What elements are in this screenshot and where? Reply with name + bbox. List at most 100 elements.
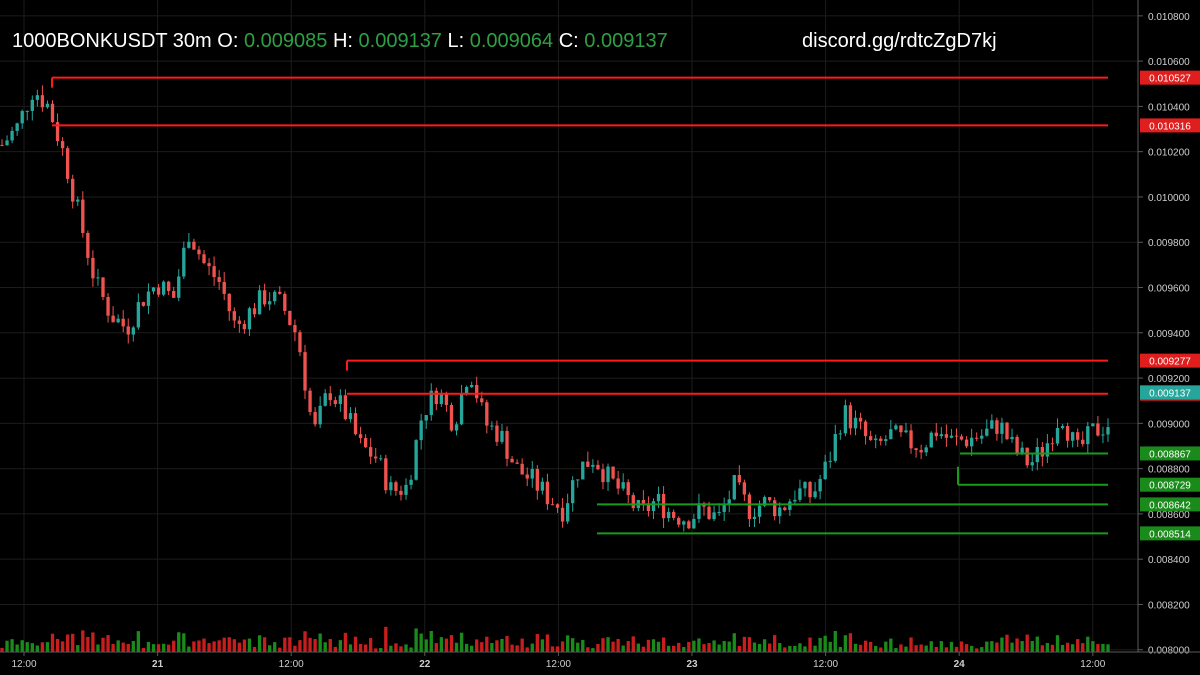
candle-body xyxy=(576,479,580,481)
candle-body xyxy=(838,433,843,435)
volume-bar xyxy=(490,643,494,652)
discord-link[interactable]: discord.gg/rdtcZgD7kj xyxy=(802,30,997,52)
candle-body xyxy=(843,405,848,434)
volume-bar xyxy=(384,626,388,652)
volume-bar xyxy=(197,640,201,652)
candle-body xyxy=(1050,443,1055,445)
candle-body xyxy=(490,425,494,427)
volume-bar xyxy=(55,638,60,652)
candle-body xyxy=(894,425,898,430)
volume-bar xyxy=(555,646,560,652)
volume-bar xyxy=(485,636,489,652)
y-tick-label: 0.010400 xyxy=(1148,102,1190,113)
volume-bar xyxy=(853,643,858,652)
volume-bar xyxy=(308,637,312,652)
candle-body xyxy=(1030,462,1034,466)
candle-body xyxy=(475,384,479,399)
volume-bar xyxy=(454,642,459,652)
candle-body xyxy=(586,461,590,467)
volume-bar xyxy=(732,633,736,652)
candle-body xyxy=(1025,447,1029,466)
candle-body xyxy=(131,327,135,335)
candle-body xyxy=(944,434,949,438)
candle-body xyxy=(500,430,504,442)
volume-bar xyxy=(757,643,762,652)
volume-bar xyxy=(949,641,954,652)
candle-body xyxy=(565,503,570,522)
candle-body xyxy=(661,493,666,519)
volume-bar xyxy=(752,642,757,652)
volume-bar xyxy=(278,647,282,652)
candle-body xyxy=(899,425,903,433)
candle-body xyxy=(262,290,267,305)
volume-bar xyxy=(1106,644,1110,652)
candle-body xyxy=(20,111,24,124)
candle-body xyxy=(934,432,938,437)
candle-body xyxy=(954,435,959,437)
volume-bar xyxy=(571,638,575,652)
volume-bar xyxy=(964,644,969,652)
volume-bar xyxy=(464,643,469,652)
volume-bar xyxy=(636,643,640,652)
y-tick-label: 0.009800 xyxy=(1148,238,1190,249)
volume-bar xyxy=(10,639,14,652)
volume-bar xyxy=(581,639,585,652)
volume-bar xyxy=(389,645,393,652)
candle-body xyxy=(404,484,408,495)
volume-bar xyxy=(924,645,928,652)
candle-body xyxy=(65,148,70,179)
volume-bar xyxy=(151,644,156,652)
candle-body xyxy=(616,478,620,489)
volume-bar xyxy=(222,637,226,652)
volume-bar xyxy=(318,633,322,652)
volume-bar xyxy=(747,637,752,652)
volume-bar xyxy=(838,646,843,652)
volume-bar xyxy=(762,639,767,652)
volume-bar xyxy=(348,644,353,652)
candle-body xyxy=(212,266,216,278)
candle-body xyxy=(874,438,878,441)
volume-bar xyxy=(586,647,590,652)
volume-bar xyxy=(65,634,70,652)
candle-body xyxy=(5,140,9,146)
volume-bar xyxy=(1000,637,1004,652)
volume-bar xyxy=(434,643,438,652)
volume-bar xyxy=(560,641,565,652)
volume-bar xyxy=(727,641,731,652)
volume-bar xyxy=(677,642,681,652)
candle-body xyxy=(111,315,115,323)
volume-bar xyxy=(323,642,327,652)
volume-bar xyxy=(257,635,262,652)
candle-body xyxy=(510,458,514,463)
volume-bar xyxy=(313,639,317,652)
y-tick-label: 0.010200 xyxy=(1148,148,1190,159)
volume-bar xyxy=(121,642,125,652)
y-tick-label: 0.009000 xyxy=(1148,419,1190,430)
candle-body xyxy=(762,497,767,506)
volume-bar xyxy=(429,630,433,652)
candle-body xyxy=(646,503,651,511)
volume-bar xyxy=(141,648,146,652)
y-tick-label: 0.008200 xyxy=(1148,600,1190,611)
volume-bar xyxy=(828,641,832,652)
volume-bar xyxy=(247,638,252,652)
volume-bar xyxy=(990,641,994,652)
candle-body xyxy=(369,447,373,457)
volume-bar xyxy=(172,640,176,652)
candle-body xyxy=(146,291,151,306)
volume-bar xyxy=(50,633,55,652)
volume-bar xyxy=(767,643,772,652)
x-tick-label: 12:00 xyxy=(546,659,571,670)
candle-body xyxy=(323,393,327,406)
volume-bar xyxy=(267,645,272,652)
volume-bar xyxy=(1055,635,1060,652)
volume-bar xyxy=(1065,642,1070,652)
volume-bar xyxy=(237,642,242,652)
volume-bar xyxy=(565,635,570,652)
candle-body xyxy=(96,277,100,279)
candle-body xyxy=(651,501,656,511)
candle-body xyxy=(520,463,524,475)
open-label: O: xyxy=(217,30,239,52)
candle-body xyxy=(1106,427,1110,435)
candle-body xyxy=(515,462,519,464)
